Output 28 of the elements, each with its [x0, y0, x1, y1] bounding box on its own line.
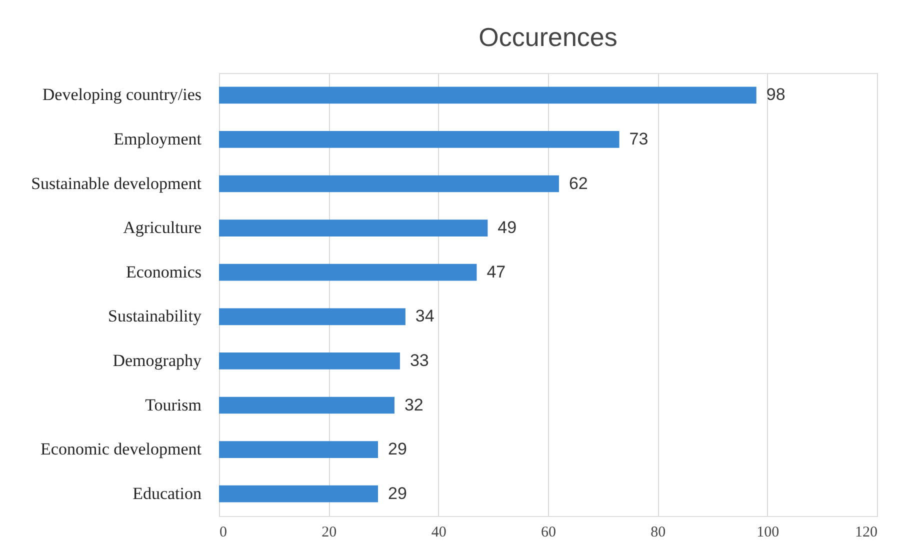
y-tick-label: Demography — [112, 350, 202, 370]
x-tick-label: 20 — [322, 524, 337, 540]
data-label: 29 — [388, 440, 407, 459]
data-label: 29 — [388, 484, 407, 503]
y-tick-label: Agriculture — [123, 218, 202, 238]
data-label: 32 — [404, 395, 424, 414]
data-label: 34 — [415, 306, 434, 326]
x-tick-label: 0 — [220, 524, 227, 540]
y-tick-label: Economic development — [40, 440, 202, 459]
x-tick-label: 40 — [431, 524, 446, 540]
data-label: 73 — [629, 129, 648, 148]
y-tick-label: Tourism — [145, 395, 202, 414]
x-tick-label: 80 — [650, 524, 666, 540]
x-tick-label: 60 — [541, 524, 556, 540]
y-tick-label: Sustainability — [108, 306, 202, 326]
y-tick-label: Economics — [126, 262, 202, 282]
x-tick-label: 100 — [756, 524, 780, 540]
data-label: 33 — [410, 350, 429, 370]
data-label: 47 — [486, 262, 506, 282]
data-label: 49 — [498, 218, 517, 238]
chart-title: Occurences — [478, 22, 618, 52]
x-tick-label: 120 — [855, 524, 878, 540]
y-tick-label: Employment — [114, 129, 202, 148]
data-label: 98 — [766, 85, 786, 104]
data-label: 62 — [568, 174, 588, 193]
y-tick-label: Developing country/ies — [42, 85, 202, 104]
y-tick-label: Sustainable development — [31, 174, 202, 193]
y-tick-label: Education — [132, 484, 202, 503]
